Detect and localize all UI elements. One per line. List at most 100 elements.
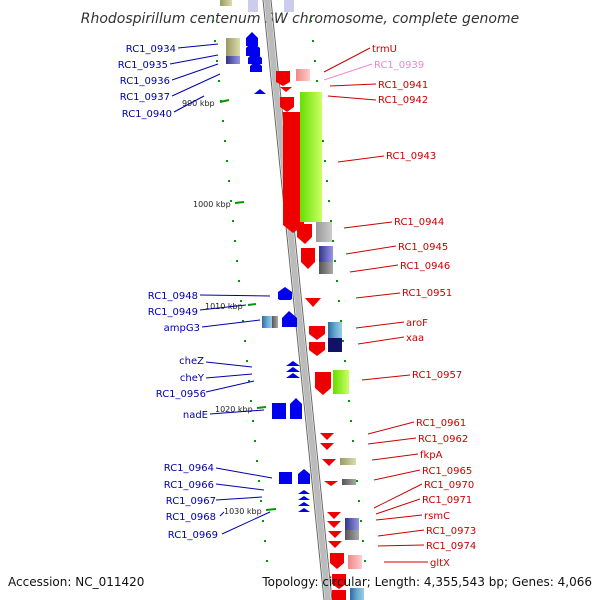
scale-dot — [364, 560, 366, 562]
scale-label: 1010 kbp — [205, 302, 243, 311]
scale-dot — [266, 560, 268, 562]
scale-dot — [322, 140, 324, 142]
gene-label: RC1_0965 — [422, 466, 472, 477]
gene-label: RC1_0969 — [168, 530, 218, 541]
scale-dot — [244, 340, 246, 342]
gene-label: RC1_0939 — [374, 60, 424, 71]
scale-dot — [212, 20, 214, 22]
gene-label: RC1_0944 — [394, 217, 444, 228]
gene-label: RC1_0949 — [148, 307, 198, 318]
scale-dot — [242, 320, 244, 322]
scale-dot — [214, 40, 216, 42]
gene-label: RC1_0971 — [422, 495, 472, 506]
gene-label: RC1_0970 — [424, 480, 474, 491]
scale-dot — [236, 260, 238, 262]
scale-dot — [334, 260, 336, 262]
scale-dot — [230, 200, 232, 202]
gene-label: RC1_0943 — [386, 151, 436, 162]
scale-dot — [342, 340, 344, 342]
scale-dot — [240, 300, 242, 302]
scale-dot — [312, 40, 314, 42]
gene-label: RC1_0974 — [426, 541, 476, 552]
genome-summary: Topology: circular; Length: 4,355,543 bp… — [261, 575, 592, 589]
gene-label: RC1_0956 — [156, 389, 206, 400]
scale-dot — [360, 520, 362, 522]
scale-dot — [252, 420, 254, 422]
scale-dot — [314, 60, 316, 62]
gene-label: gltX — [430, 558, 450, 569]
scale-dot — [358, 500, 360, 502]
scale-dot — [326, 180, 328, 182]
gene-label: aroF — [406, 318, 428, 329]
gene-label: RC1_0935 — [118, 60, 168, 71]
scale-dot — [330, 220, 332, 222]
gene-label: RC1_0937 — [120, 92, 170, 103]
scale-dots — [212, 20, 366, 562]
scale-dot — [348, 400, 350, 402]
scale-dot — [338, 300, 340, 302]
scale-dot — [344, 360, 346, 362]
scale-dot — [232, 220, 234, 222]
scale-dot — [328, 200, 330, 202]
scale-dot — [248, 380, 250, 382]
gene-label: RC1_0948 — [148, 291, 198, 302]
scale-dot — [350, 420, 352, 422]
scale-label: 990 kbp — [182, 99, 215, 108]
gene-label: RC1_0966 — [164, 480, 214, 491]
gene-label: cheY — [180, 373, 205, 384]
gene-label: RC1_0936 — [120, 76, 170, 87]
gene-label: xaa — [406, 333, 424, 344]
gene-label: RC1_0968 — [166, 512, 216, 523]
scale-dot — [324, 160, 326, 162]
scale-dot — [256, 460, 258, 462]
scale-labels: 990 kbp 1000 kbp 1010 kbp 1020 kbp 1030 … — [182, 99, 277, 516]
reverse-strand-features — [276, 69, 364, 600]
gene-label: fkpA — [420, 450, 443, 461]
scale-dot — [362, 540, 364, 542]
scale-dot — [238, 280, 240, 282]
gene-label: RC1_0942 — [378, 95, 428, 106]
left-gene-labels: RC1_0934 RC1_0935 RC1_0936 RC1_0937 RC1_… — [118, 44, 218, 541]
gene-label: ampG3 — [164, 323, 200, 334]
gene-label: cheZ — [179, 356, 204, 367]
gene-label: RC1_0962 — [418, 434, 468, 445]
gene-label: RC1_0951 — [402, 288, 452, 299]
scale-label: 1030 kbp — [224, 507, 262, 516]
scale-dot — [250, 400, 252, 402]
gene-label: RC1_0957 — [412, 370, 462, 381]
top-features — [220, 0, 294, 12]
gene-label: RC1_0940 — [122, 109, 172, 120]
gene-label: RC1_0934 — [126, 44, 176, 55]
scale-dot — [228, 180, 230, 182]
scale-dot — [332, 240, 334, 242]
scale-dot — [234, 240, 236, 242]
scale-dot — [316, 80, 318, 82]
scale-dot — [222, 120, 224, 122]
gene-label: RC1_0941 — [378, 80, 428, 91]
left-leader-lines — [169, 43, 273, 535]
scale-dot — [352, 440, 354, 442]
scale-dot — [310, 20, 312, 22]
gene-label: RC1_0973 — [426, 526, 476, 537]
accession-text: Accession: NC_011420 — [8, 575, 144, 589]
scale-label: 1020 kbp — [215, 405, 253, 414]
right-gene-labels: trmU RC1_0939 RC1_0941 RC1_0942 RC1_0943… — [372, 44, 476, 569]
forward-strand-features — [226, 32, 310, 512]
gene-label: RC1_0946 — [400, 261, 450, 272]
scale-label: 1000 kbp — [193, 200, 231, 209]
right-leader-lines — [323, 47, 428, 563]
gene-label: RC1_0967 — [166, 496, 216, 507]
gene-label: RC1_0964 — [164, 463, 214, 474]
gene-label: nadE — [183, 410, 208, 421]
scale-dot — [340, 320, 342, 322]
scale-dot — [260, 500, 262, 502]
map-title: Rhodospirillum centenum SW chromosome, c… — [81, 11, 520, 27]
scale-dot — [264, 540, 266, 542]
scale-dot — [226, 160, 228, 162]
scale-dot — [254, 440, 256, 442]
gene-label: RC1_0945 — [398, 242, 448, 253]
gene-label: rsmC — [424, 511, 450, 522]
scale-dot — [262, 520, 264, 522]
scale-dot — [336, 280, 338, 282]
